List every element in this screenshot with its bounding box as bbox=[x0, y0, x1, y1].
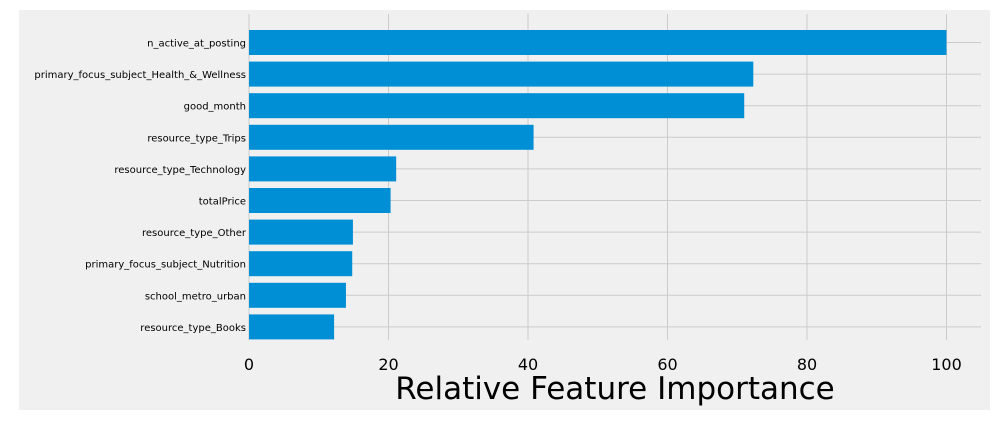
x-tick-label: 100 bbox=[931, 355, 962, 374]
y-tick-label: resource_type_Other bbox=[142, 228, 247, 239]
y-tick-labels: n_active_at_posting primary_focus_subject… bbox=[34, 39, 247, 334]
y-tick-label: resource_type_Trips bbox=[147, 133, 246, 144]
y-tick-label: resource_type_Technology bbox=[114, 165, 246, 176]
y-tick-label: totalPrice bbox=[199, 197, 246, 208]
x-tick-label: 40 bbox=[518, 355, 538, 374]
x-tick-label: 80 bbox=[797, 355, 817, 374]
bars bbox=[249, 30, 947, 340]
bar bbox=[249, 251, 353, 277]
x-tick-label: 20 bbox=[378, 355, 398, 374]
bar bbox=[249, 93, 745, 119]
bar bbox=[249, 188, 391, 213]
y-tick-label: primary_focus_subject_Health_&_Wellness bbox=[34, 70, 246, 81]
x-tick-label: 60 bbox=[657, 355, 677, 374]
y-tick-label: n_active_at_posting bbox=[147, 39, 246, 50]
bar bbox=[249, 282, 346, 308]
y-tick-label: primary_focus_subject_Nutrition bbox=[85, 260, 246, 271]
bar bbox=[249, 61, 754, 87]
bar bbox=[249, 124, 534, 150]
bar bbox=[249, 314, 335, 340]
bar bbox=[249, 156, 397, 182]
bar bbox=[249, 219, 353, 245]
y-tick-label: school_metro_urban bbox=[145, 291, 246, 302]
bar bbox=[249, 30, 947, 55]
x-tick-label: 0 bbox=[244, 355, 254, 374]
x-axis-label: Relative Feature Importance bbox=[395, 371, 835, 407]
x-tick-labels: 0 20 40 60 80 100 bbox=[244, 355, 962, 374]
y-tick-label: resource_type_Books bbox=[140, 323, 246, 334]
y-tick-label: good_month bbox=[184, 102, 246, 113]
